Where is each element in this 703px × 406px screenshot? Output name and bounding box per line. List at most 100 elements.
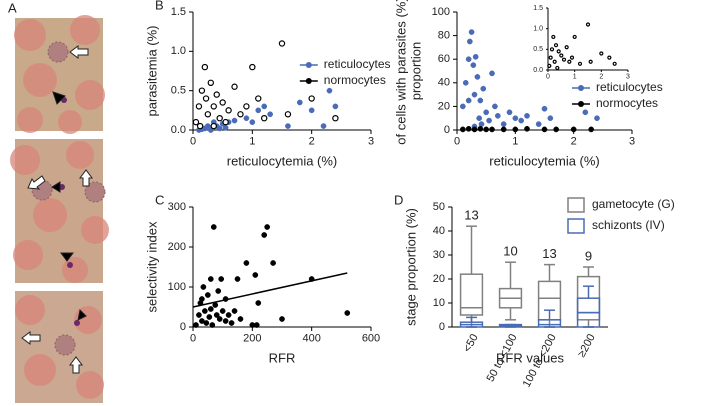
point (216, 114, 223, 122)
y-tick-label: 0 (444, 124, 450, 136)
point (279, 316, 285, 322)
x-axis-label: RFR (269, 350, 296, 365)
point (252, 272, 259, 278)
point (541, 105, 548, 112)
point (569, 55, 575, 60)
point (198, 87, 206, 94)
x-axis-label: reticulocytemia (%) (489, 153, 600, 168)
point (470, 62, 477, 68)
point (249, 63, 256, 71)
y-tick-label: 60 (438, 53, 450, 65)
point (231, 83, 238, 90)
legend-label: schizonts (IV) (592, 218, 665, 232)
point (196, 122, 204, 130)
point (553, 43, 559, 48)
y-tick-label: 1.0 (171, 45, 186, 57)
legend-marker (578, 85, 584, 91)
point (500, 126, 507, 133)
point (219, 308, 226, 314)
point (462, 79, 469, 86)
point (219, 99, 226, 106)
point (296, 99, 303, 106)
point (255, 300, 262, 306)
x-tick-label: <50 (461, 332, 480, 354)
x-tick-label: 2 (309, 136, 315, 148)
point (465, 125, 472, 132)
y-tick-label: 30 (433, 249, 445, 261)
y-tick-label: 200 (168, 241, 186, 253)
point (466, 38, 473, 45)
point (284, 111, 292, 118)
point (231, 117, 238, 124)
point (200, 284, 207, 290)
point (264, 224, 271, 230)
y-tick-label: 100 (432, 6, 450, 18)
point (222, 318, 229, 324)
point (556, 49, 561, 54)
x-tick-label: 1 (573, 74, 577, 81)
y-axis-label: selectivity index (144, 221, 159, 313)
x-tick-label: 400 (302, 333, 320, 345)
point (270, 260, 276, 266)
y-axis-label: parasitemia (%) (144, 25, 159, 116)
arrows (21, 45, 93, 374)
point (344, 310, 351, 316)
point (541, 126, 548, 133)
x-tick-label: 1 (249, 136, 255, 148)
point (547, 63, 552, 68)
x-tick-label: 200 (243, 333, 261, 345)
legend-box (567, 197, 585, 213)
point (552, 59, 557, 64)
point (222, 118, 229, 126)
point (547, 115, 554, 122)
y-tick-label: 10 (433, 297, 445, 309)
point (474, 74, 481, 80)
point (570, 126, 577, 133)
point (326, 87, 333, 94)
point (202, 95, 210, 102)
point (524, 125, 530, 132)
fit-line (192, 272, 348, 308)
point (553, 126, 560, 133)
legend-label: reticulocytes (324, 57, 391, 71)
box (459, 273, 484, 316)
panel-a: A (8, 0, 109, 403)
panel-label: D (394, 192, 403, 207)
point (559, 53, 564, 58)
y-tick-label: 80 (438, 30, 450, 42)
point (564, 45, 569, 50)
point (196, 312, 202, 318)
point (483, 109, 490, 116)
point (216, 316, 223, 322)
panel-label: A (8, 0, 17, 15)
legend-box (567, 218, 585, 234)
x-tick-label: 3 (368, 136, 374, 148)
point (231, 308, 238, 314)
point (209, 322, 216, 328)
point (237, 111, 244, 118)
x-tick-label: 0 (454, 136, 460, 148)
x-tick-label: 0 (190, 136, 196, 148)
point (478, 121, 485, 127)
point (207, 79, 214, 87)
point (500, 121, 507, 127)
n-label: 13 (464, 208, 478, 223)
point (253, 322, 260, 328)
y-axis-label: proportion (408, 42, 423, 101)
point (332, 103, 339, 110)
point (210, 103, 217, 110)
point (588, 126, 595, 133)
point (207, 276, 214, 282)
y-tick-label: 20 (438, 100, 450, 112)
point (471, 91, 478, 98)
point (243, 260, 250, 266)
n-label: 9 (585, 248, 592, 263)
point (206, 314, 213, 320)
y-tick-label: 1.5 (171, 6, 186, 18)
point (249, 119, 256, 125)
point (607, 55, 612, 60)
point (203, 320, 210, 326)
point (561, 57, 567, 62)
point (237, 316, 244, 322)
point (215, 288, 222, 294)
